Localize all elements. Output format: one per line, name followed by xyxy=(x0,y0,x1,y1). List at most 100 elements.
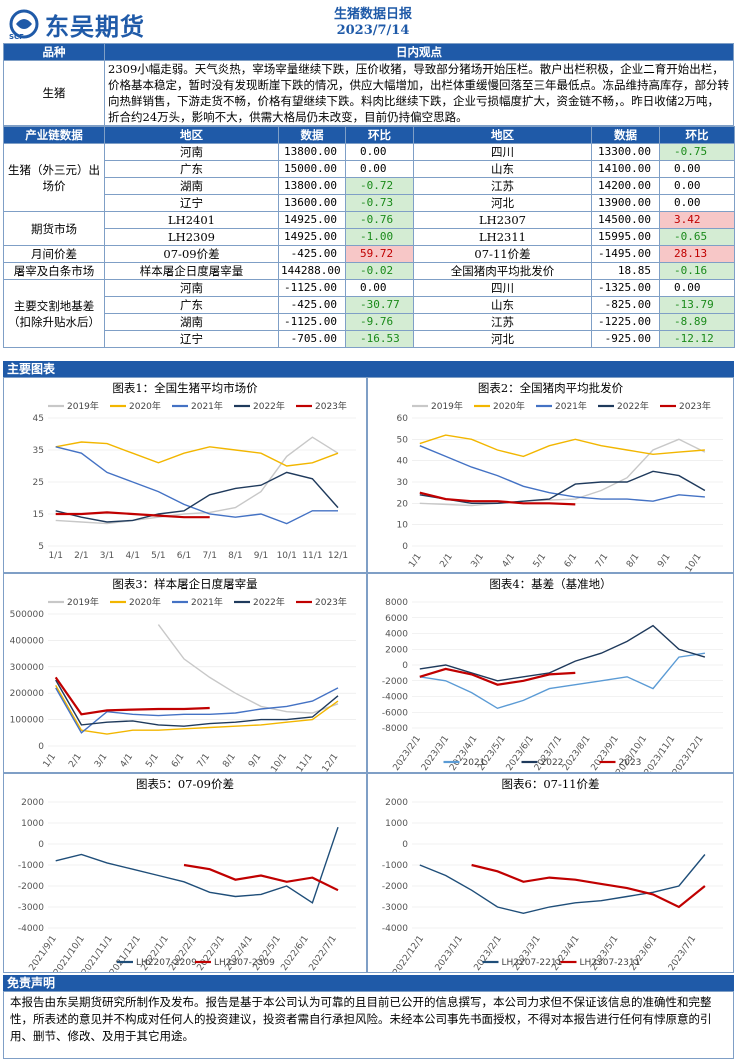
x-tick-label: 1/1 xyxy=(42,752,58,770)
table-row: 屠宰及白条市场 样本屠企日度屠宰量 144288.00 -0.02 全国猪肉平均批发价 1… xyxy=(3,262,735,280)
table-row: 生猪（外三元）出场价 河南 13800.00 0.00 四川 13300.00 -0.75 xyxy=(3,143,735,212)
x-tick-label: 1/1 xyxy=(407,552,423,570)
chart-title: 图表1：全国生猪平均市场价 xyxy=(112,381,258,395)
x-tick-label: 2/1 xyxy=(67,752,83,770)
change-cell: 0.00 xyxy=(659,194,735,212)
value-cell: 15000.00 xyxy=(278,160,346,178)
change-cell: 0.00 xyxy=(345,160,414,178)
x-tick-label: 4/1 xyxy=(125,551,139,561)
table-row: 广东 -425.00 -30.77 山东 -825.00 -13.79 xyxy=(4,296,735,314)
series-line xyxy=(419,624,706,682)
region-cell: 山东 xyxy=(413,296,592,314)
value-cell: 14500.00 xyxy=(591,211,660,229)
legend-label: 2019年 xyxy=(431,400,463,412)
disclaimer-title: 免责声明 xyxy=(3,975,734,991)
region-cell: 样本屠企日度屠宰量 xyxy=(104,262,279,280)
y-tick-label: 400000 xyxy=(10,636,45,646)
value-cell: 14100.00 xyxy=(591,160,660,178)
x-tick-label: 12/1 xyxy=(321,752,341,772)
change-cell: -0.02 xyxy=(345,262,414,280)
series-line xyxy=(183,863,339,892)
table-row: 湖南 -1125.00 -9.76 江苏 -1225.00 -8.89 xyxy=(4,313,735,331)
change-cell: -13.79 xyxy=(659,296,735,314)
group-name: 期货市场 xyxy=(3,211,105,246)
y-tick-label: 0 xyxy=(402,840,408,850)
y-tick-label: -1000 xyxy=(382,861,408,871)
x-tick-label: 7/1 xyxy=(202,551,216,561)
logo-mark-icon xyxy=(9,9,39,39)
x-tick-label: 8/1 xyxy=(228,551,242,561)
value-cell: 18.85 xyxy=(591,262,660,280)
table-row: 广东 15000.00 0.00 山东 14100.00 0.00 xyxy=(4,160,735,178)
change-cell: 0.00 xyxy=(659,279,735,297)
legend-label: 2020年 xyxy=(129,400,161,412)
legend-label: LH2207-2209 xyxy=(136,958,197,968)
y-tick-label: 35 xyxy=(33,446,44,456)
x-tick-label: 3/1 xyxy=(100,551,114,561)
y-tick-label: 8000 xyxy=(385,598,408,608)
y-tick-label: 10 xyxy=(397,521,409,531)
y-tick-label: -3000 xyxy=(382,903,408,913)
value-cell: -1125.00 xyxy=(278,313,346,331)
series-line xyxy=(419,652,706,710)
change-cell: 3.42 xyxy=(659,211,735,229)
chart-4: 图表4：基差（基准地） 8000 6000 4000 2000 0 -2000 -4000 -6… xyxy=(367,573,734,773)
x-tick-label: 7/1 xyxy=(196,752,212,770)
series-line xyxy=(55,679,339,727)
report-title-block: 生猪数据日报 2023/7/14 xyxy=(303,7,443,39)
chart-svg: 45 35 25 15 5 1/1 2/1 3/1 4/1 5/1 6/1 7/1 8/1 9/1 10/1… xyxy=(33,400,356,561)
table-row: 辽宁 13600.00 -0.73 河北 13900.00 0.00 xyxy=(4,194,735,212)
region-cell: 湖南 xyxy=(104,177,279,195)
change-cell: 0.00 xyxy=(345,143,414,161)
table-row: 主要交割地基差（扣除升贴水后） 河南 -1125.00 0.00 四川 -1325.00 0… xyxy=(3,279,735,348)
y-tick-label: 6000 xyxy=(385,614,408,624)
chart-title: 图表5：07-09价差 xyxy=(136,777,234,791)
chart-title: 图表4：基差（基准地） xyxy=(489,577,612,591)
legend-label: LH2307-2311 xyxy=(580,958,641,968)
region-cell: 广东 xyxy=(104,160,279,178)
series-line xyxy=(55,471,339,523)
region-cell: 辽宁 xyxy=(104,330,279,348)
x-tick-label: 2/1 xyxy=(438,552,454,570)
x-tick-label: 10/1 xyxy=(684,552,704,572)
y-tick-label: 60 xyxy=(397,414,409,424)
region-cell: 07-11价差 xyxy=(413,245,592,263)
legend-label: 2022年 xyxy=(253,400,285,412)
y-tick-label: -6000 xyxy=(382,708,408,718)
chart-2: 图表2：全国猪肉平均批发价 60 50 40 30 20 10 0 1/1 2/1 3/1 4/1 5/… xyxy=(367,377,734,573)
x-tick-label: 2022/12/1 xyxy=(391,934,426,972)
region-cell: 全国猪肉平均批发价 xyxy=(413,262,592,280)
region-cell: 河南 xyxy=(104,279,279,297)
y-tick-label: 0 xyxy=(402,542,408,552)
y-tick-label: 0 xyxy=(38,742,44,752)
y-tick-label: 0 xyxy=(402,661,408,671)
x-tick-label: 7/1 xyxy=(594,552,610,570)
group-name: 屠宰及白条市场 xyxy=(3,262,105,280)
x-tick-label: 4/1 xyxy=(119,752,135,770)
header-cell: 环比 xyxy=(659,126,735,144)
y-tick-label: 25 xyxy=(33,478,44,488)
y-tick-label: -2000 xyxy=(382,882,408,892)
value-cell: -425.00 xyxy=(278,296,346,314)
change-cell: 0.00 xyxy=(345,279,414,297)
series-line xyxy=(419,434,705,458)
report-header: 东吴期货 SCF 生猪数据日报 2023/7/14 xyxy=(3,3,734,43)
x-tick-label: 2023/8/1 xyxy=(561,734,592,772)
change-cell: -1.00 xyxy=(345,228,414,246)
legend-label: 2021年 xyxy=(555,400,587,412)
y-tick-label: 0 xyxy=(38,840,44,850)
region-cell: 广东 xyxy=(104,296,279,314)
y-tick-label: 300000 xyxy=(10,663,45,673)
y-tick-label: 500000 xyxy=(10,610,45,620)
change-cell: -0.76 xyxy=(345,211,414,229)
series-line xyxy=(55,684,339,735)
x-tick-label: 5/1 xyxy=(532,552,548,570)
value-cell: 14925.00 xyxy=(278,211,346,229)
report-title: 生猪数据日报 xyxy=(333,7,412,22)
change-cell: -0.72 xyxy=(345,177,414,195)
value-cell: -825.00 xyxy=(591,296,660,314)
legend-label: 2019年 xyxy=(67,400,99,412)
x-tick-label: 2023/7/1 xyxy=(667,934,698,972)
value-cell: 13900.00 xyxy=(591,194,660,212)
